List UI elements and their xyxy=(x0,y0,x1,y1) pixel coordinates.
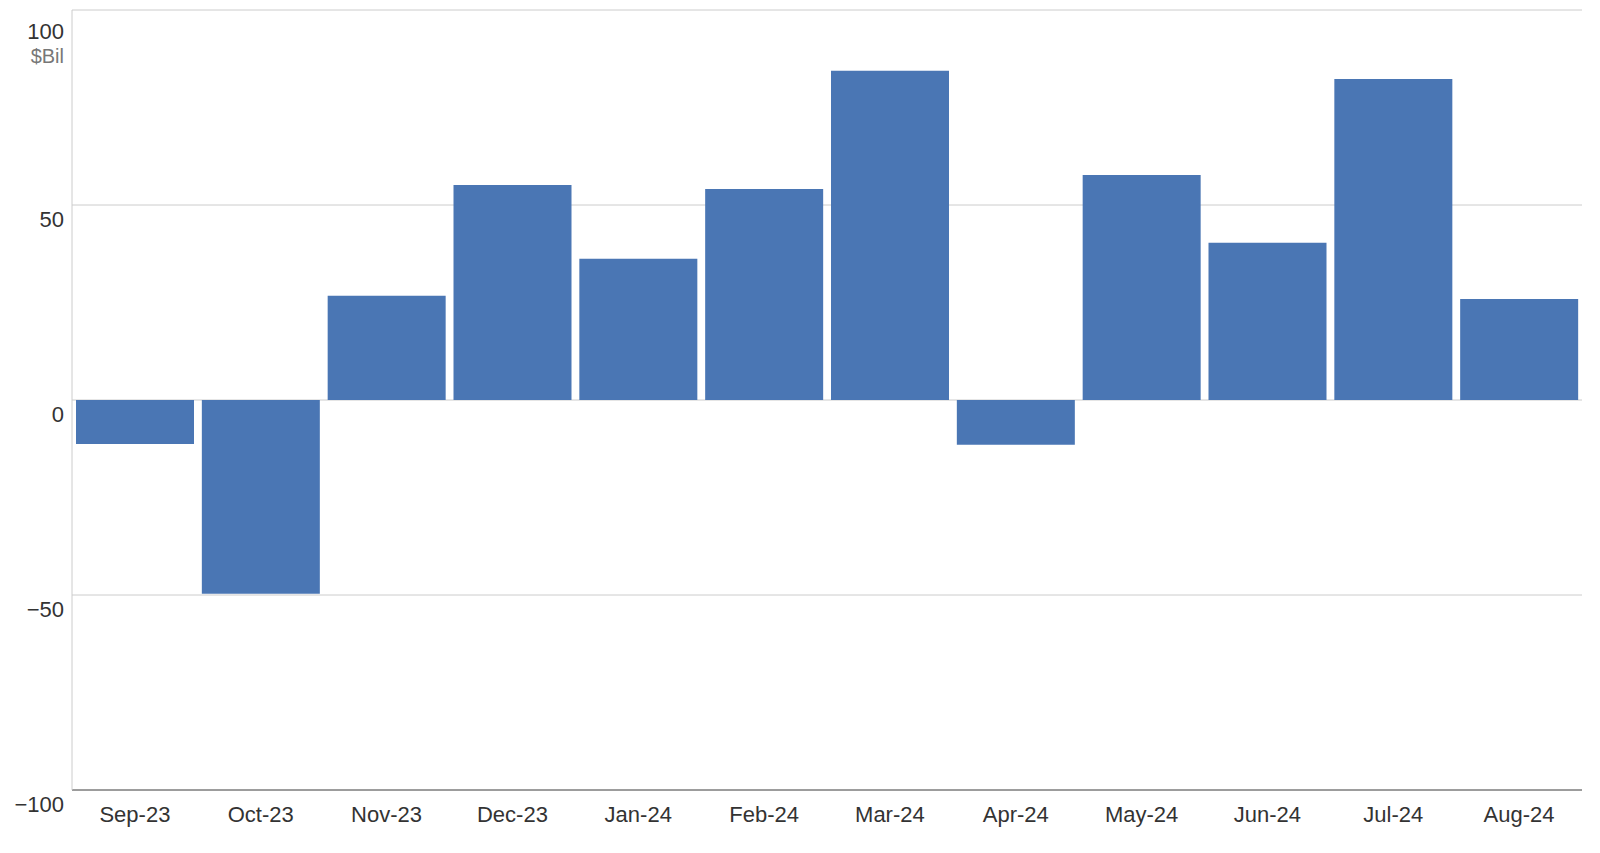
svg-text:Sep-23: Sep-23 xyxy=(99,802,170,827)
svg-text:Nov-23: Nov-23 xyxy=(351,802,422,827)
svg-text:Aug-24: Aug-24 xyxy=(1484,802,1555,827)
svg-text:Mar-24: Mar-24 xyxy=(855,802,925,827)
svg-text:Jan-24: Jan-24 xyxy=(605,802,672,827)
svg-text:Jun-24: Jun-24 xyxy=(1234,802,1301,827)
svg-text:Feb-24: Feb-24 xyxy=(729,802,799,827)
svg-text:50: 50 xyxy=(40,207,64,232)
svg-text:0: 0 xyxy=(52,402,64,427)
svg-text:100: 100 xyxy=(27,19,64,44)
svg-text:May-24: May-24 xyxy=(1105,802,1178,827)
svg-text:Apr-24: Apr-24 xyxy=(983,802,1049,827)
svg-text:Oct-23: Oct-23 xyxy=(228,802,294,827)
svg-text:Jul-24: Jul-24 xyxy=(1363,802,1423,827)
svg-text:$Bil: $Bil xyxy=(31,45,64,67)
svg-text:Dec-23: Dec-23 xyxy=(477,802,548,827)
svg-text:−100: −100 xyxy=(14,792,64,817)
svg-text:−50: −50 xyxy=(27,597,64,622)
